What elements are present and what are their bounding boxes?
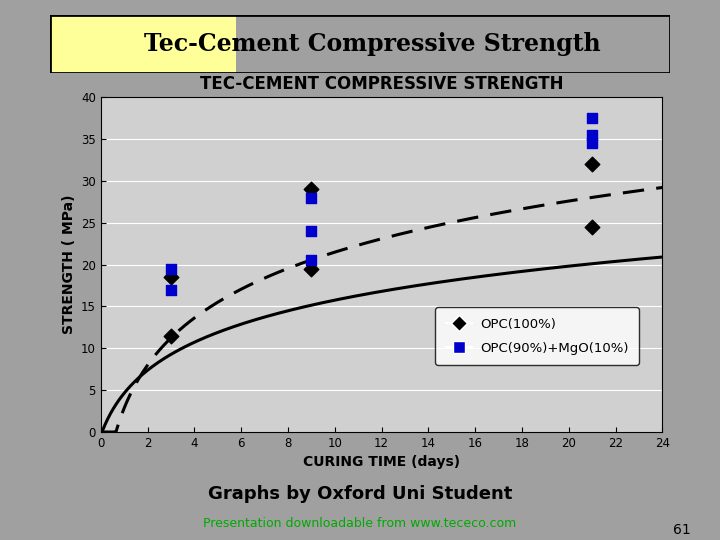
Legend: OPC(100%), OPC(90%)+MgO(10%): OPC(100%), OPC(90%)+MgO(10%) [435, 307, 639, 365]
Title: TEC-CEMENT COMPRESSIVE STRENGTH: TEC-CEMENT COMPRESSIVE STRENGTH [200, 75, 563, 93]
Point [586, 114, 598, 123]
Point [586, 131, 598, 139]
Point [305, 185, 317, 193]
X-axis label: CURING TIME (days): CURING TIME (days) [303, 455, 460, 469]
Point [166, 332, 177, 340]
Text: Tec-Cement Compressive Strength: Tec-Cement Compressive Strength [144, 32, 600, 56]
Text: 61: 61 [673, 523, 691, 537]
Point [586, 160, 598, 168]
Point [305, 256, 317, 265]
Y-axis label: STRENGTH ( MPa): STRENGTH ( MPa) [61, 195, 76, 334]
Point [305, 265, 317, 273]
Bar [50, 15, 236, 73]
Point [166, 265, 177, 273]
Point [305, 227, 317, 235]
Point [166, 273, 177, 281]
Point [586, 222, 598, 231]
Text: Graphs by Oxford Uni Student: Graphs by Oxford Uni Student [208, 485, 512, 503]
Point [166, 285, 177, 294]
Point [586, 139, 598, 147]
Point [305, 193, 317, 202]
Text: Presentation downloadable from www.tececo.com: Presentation downloadable from www.tecec… [203, 517, 517, 530]
